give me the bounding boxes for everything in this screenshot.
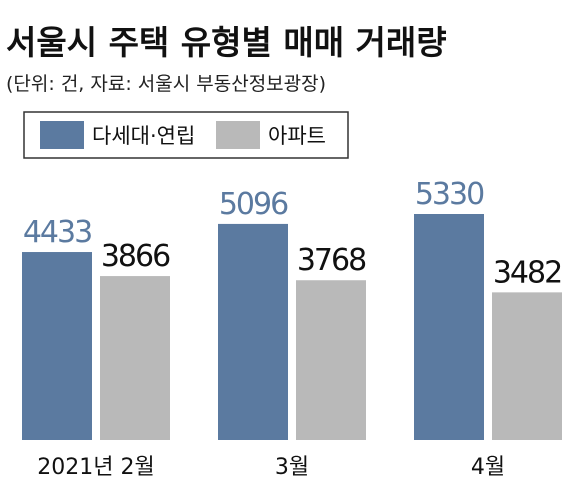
- legend-swatch: [40, 121, 84, 149]
- value-label: 4433: [23, 215, 91, 250]
- bar: [100, 276, 170, 440]
- legend-label: 다세대·연립: [92, 124, 195, 148]
- x-tick-label: 3월: [275, 455, 309, 480]
- x-tick-label: 4월: [471, 455, 505, 480]
- legend-swatch: [216, 121, 260, 149]
- chart-title: 서울시 주택 유형별 매매 거래량: [6, 23, 447, 62]
- x-tick-label: 2021년 2월: [37, 455, 154, 480]
- bar: [492, 292, 562, 440]
- value-label: 5330: [415, 177, 484, 212]
- value-label: 3866: [101, 239, 170, 274]
- value-label: 3768: [297, 243, 366, 278]
- bar: [296, 280, 366, 440]
- bar: [22, 252, 92, 440]
- legend-label: 아파트: [268, 124, 326, 148]
- bar: [218, 223, 288, 440]
- bar: [414, 214, 484, 440]
- chart-subtitle: (단위: 건, 자료: 서울시 부동산정보광장): [6, 73, 326, 95]
- value-label: 5096: [219, 187, 288, 222]
- value-label: 3482: [493, 255, 561, 290]
